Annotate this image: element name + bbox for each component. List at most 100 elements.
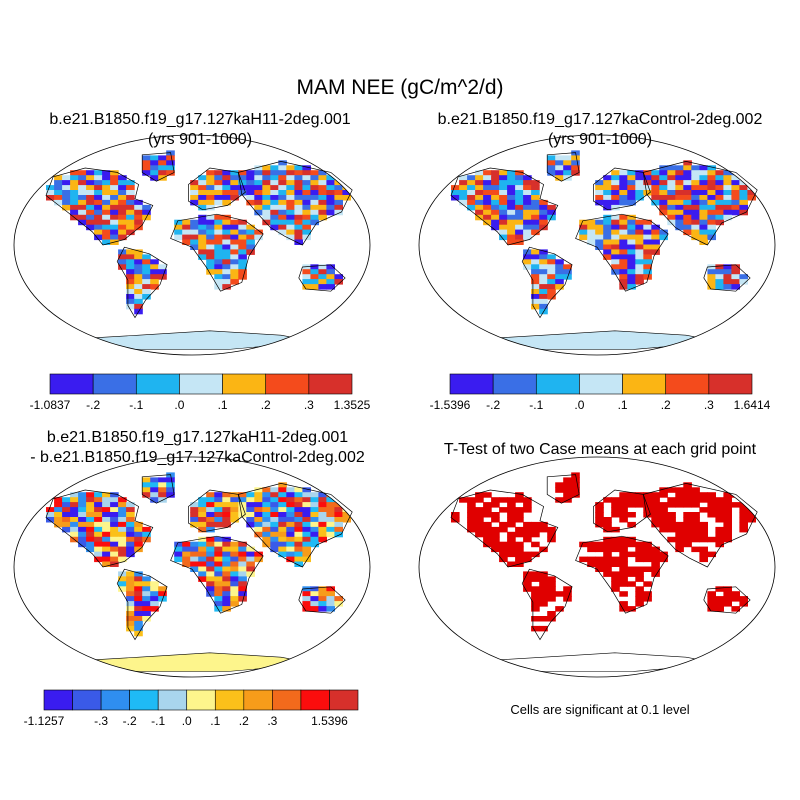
grid-cell [643,596,652,602]
colorbar-label: .1 [218,398,228,412]
map-panel1-border [13,134,371,356]
grid-cell [134,571,143,577]
grid-cell [547,616,556,622]
grid-cell [523,209,532,216]
grid-cell [150,586,159,592]
grid-cell [246,249,255,255]
grid-cell [86,185,95,191]
grid-cell [230,244,239,250]
grid-cell [118,586,127,592]
grid-cell [230,556,239,563]
grid-cell [635,244,644,250]
grid-cell [555,170,564,176]
grid-cell [310,497,319,503]
grid-cell [78,497,87,503]
grid-cell [475,526,484,533]
grid-cell [150,264,159,270]
grid-cell [126,185,135,191]
grid-cell [110,185,119,191]
colorbar-panel1: -1.0837 -.2 -.1.0.1.2.3 1.3525 [30,373,371,412]
grid-cell [134,606,143,612]
grid-cell [270,526,279,533]
grid-cell [222,521,231,528]
grid-cell [270,219,279,226]
grid-cell [286,185,295,191]
grid-cell [294,165,303,171]
grid-cell [118,219,127,226]
grid-cell [118,249,127,255]
grid-cell [515,209,524,216]
grid-cell [70,497,79,503]
grid-cell [326,502,335,508]
grid-cell [715,209,724,216]
grid-cell [675,185,684,191]
grid-cell [94,224,103,231]
map-panel2-cells [451,150,756,315]
grid-cell [643,259,652,265]
grid-cell [547,204,556,211]
grid-cell [302,502,311,508]
grid-cell [302,264,311,270]
grid-cell [619,571,628,577]
grid-cell [270,214,279,221]
colorbar-label: -.2 [486,398,500,412]
grid-cell [94,204,103,211]
grid-cell [278,531,287,538]
grid-cell [659,195,668,201]
grid-cell [563,155,572,161]
grid-cell [198,175,207,181]
grid-cell [310,596,319,602]
grid-cell [302,586,311,592]
grid-cell [611,229,620,236]
grid-cell [110,502,119,508]
grid-cell [238,185,247,191]
grid-cell [643,175,652,181]
colorbar-swatch [214,689,245,711]
grid-cell [238,249,247,255]
grid-cell [499,180,508,186]
grid-cell [294,531,303,538]
grid-cell [531,259,540,265]
grid-cell [230,190,239,196]
grid-cell [158,586,167,592]
grid-cell [286,229,295,236]
grid-cell [667,487,676,493]
grid-cell [587,219,596,226]
grid-cell [723,586,732,592]
grid-cell [555,175,564,181]
grid-cell [683,224,692,231]
grid-cell [270,497,279,503]
grid-cell [739,204,748,211]
grid-cell [70,526,79,533]
grid-cell [206,170,215,176]
grid-cell [134,531,143,538]
grid-cell [222,269,231,275]
grid-cell [270,190,279,196]
grid-cell [86,224,95,231]
grid-cell [499,204,508,211]
grid-cell [278,185,287,191]
grid-cell [483,526,492,533]
grid-cell [491,526,500,533]
grid-cell [603,517,612,523]
grid-cell [683,165,692,171]
grid-cell [254,204,263,211]
grid-cell [675,175,684,181]
grid-cell [699,204,708,211]
grid-cell [603,561,612,567]
grid-cell [110,536,119,543]
grid-cell [683,160,692,166]
grid-cell [523,556,532,563]
grid-cell [222,279,231,285]
grid-cell [547,165,556,171]
grid-cell [278,214,287,221]
grid-cell [739,274,748,280]
colorbar-swatch [157,689,188,711]
grid-cell [198,180,207,186]
grid-cell [246,239,255,245]
grid-cell [222,244,231,250]
grid-cell [118,224,127,231]
grid-cell [94,502,103,508]
greenland-outline [546,152,580,182]
grid-cell [691,185,700,191]
